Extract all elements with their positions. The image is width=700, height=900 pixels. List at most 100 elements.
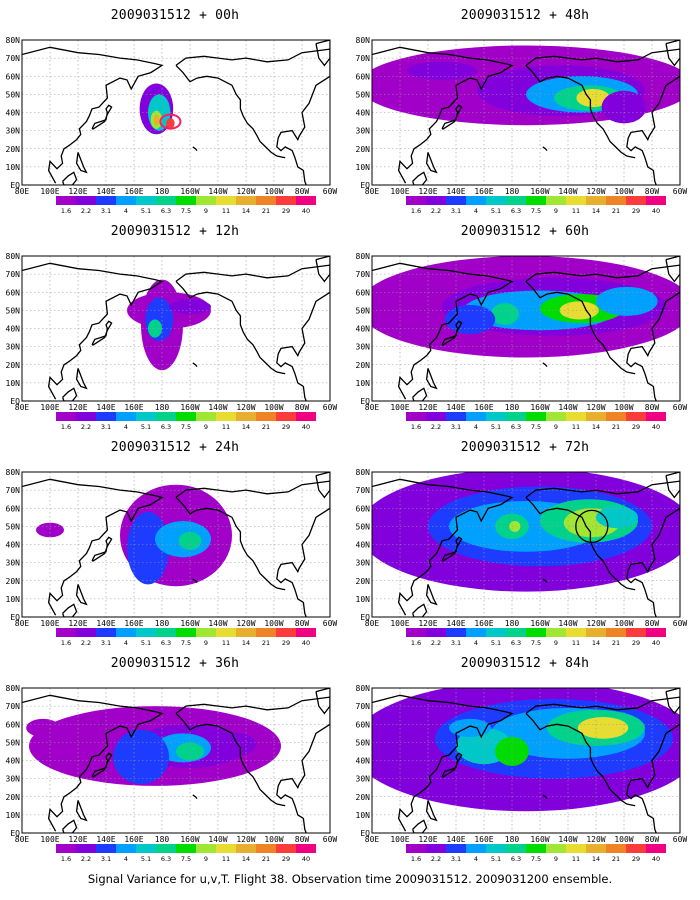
coastline [665, 40, 680, 67]
map-field [22, 40, 330, 185]
legend-label: 40 [652, 207, 660, 215]
legend-swatch [526, 844, 546, 853]
legend-label: 5.1 [491, 639, 501, 647]
lon-tick-label: 60W [323, 619, 338, 628]
lon-tick-label: 120W [236, 403, 255, 412]
legend-label: 4 [124, 855, 128, 863]
legend-swatch [446, 196, 466, 205]
panel-title: 2009031512 + 48h [460, 8, 590, 23]
legend-swatch [76, 628, 96, 637]
variance-map-p60: EQ 10N 20N 30N 40N 50N 60N 70N 80N 80E 100E 120E 140… [356, 252, 688, 431]
variance-contour [576, 88, 610, 108]
lat-tick-label: 50N [6, 306, 21, 315]
lon-tick-label: 100E [390, 403, 409, 412]
legend-label: 21 [612, 639, 620, 647]
legend-swatch [196, 412, 216, 421]
variance-contour [127, 511, 169, 585]
legend-label: 9 [554, 423, 558, 431]
coastline [525, 712, 636, 807]
lat-tick-label: 30N [6, 127, 21, 136]
lon-tick-label: 60W [673, 619, 688, 628]
lat-tick-label: 10N [356, 163, 371, 172]
legend-label: 1.6 [61, 423, 71, 431]
coastline [315, 472, 330, 499]
legend-swatch [76, 412, 96, 421]
lat-tick-label: 20N [356, 145, 371, 154]
legend-label: 1.6 [61, 207, 71, 215]
lon-tick-label: 140E [446, 619, 465, 628]
legend-label: 40 [302, 207, 310, 215]
lon-tick-label: 180 [155, 187, 170, 196]
lon-tick-label: 160W [530, 187, 549, 196]
map-panel-p60: EQ 10N 20N 30N 40N 50N 60N 70N 80N 80E 100E 120E 140… [350, 216, 700, 431]
legend-label: 5.1 [141, 639, 151, 647]
lat-tick-label: EQ [10, 181, 20, 190]
lat-tick-label: 40N [356, 109, 371, 118]
lon-tick-label: 120W [586, 835, 605, 844]
lon-tick-label: 120W [586, 619, 605, 628]
figure-caption: Signal Variance for u,v,T. Flight 38. Ob… [87, 872, 613, 886]
legend-swatch [426, 844, 446, 853]
legend-label: 9 [554, 207, 558, 215]
coastline [61, 387, 78, 401]
legend-swatch [156, 412, 176, 421]
variance-map-p84: EQ 10N 20N 30N 40N 50N 60N 70N 80N 80E 100E 120E 140… [356, 684, 688, 863]
lon-tick-label: 120E [68, 619, 87, 628]
lat-tick-label: 80N [6, 468, 21, 477]
legend-swatch [116, 412, 136, 421]
lon-tick-label: 160W [180, 619, 199, 628]
legend-label: 40 [652, 855, 660, 863]
legend-label: 2.2 [431, 855, 441, 863]
lon-tick-label: 140W [558, 403, 577, 412]
lat-tick-label: 80N [6, 684, 21, 693]
lon-tick-label: 100W [264, 403, 283, 412]
legend-swatch [586, 196, 606, 205]
lon-tick-label: 140E [446, 835, 465, 844]
legend-swatch [256, 412, 276, 421]
lon-tick-label: 140E [96, 619, 115, 628]
lat-tick-label: 40N [6, 325, 21, 334]
legend-label: 14 [592, 207, 600, 215]
lon-tick-label: 140W [558, 619, 577, 628]
legend-swatch [76, 844, 96, 853]
legend-label: 14 [592, 639, 600, 647]
lon-tick-label: 120E [418, 619, 437, 628]
coastline [22, 262, 164, 400]
legend-label: 6.3 [161, 207, 171, 215]
legend-label: 29 [632, 207, 640, 215]
lat-tick-label: 80N [6, 252, 21, 261]
variance-contour [601, 90, 647, 124]
lat-tick-label: 60N [6, 504, 21, 513]
lon-tick-label: 100W [614, 619, 633, 628]
legend-swatch [116, 628, 136, 637]
lat-tick-label: 30N [356, 775, 371, 784]
lon-tick-label: 160W [530, 835, 549, 844]
legend-label: 11 [572, 855, 580, 863]
legend-label: 6.3 [511, 423, 521, 431]
lon-tick-label: 100W [264, 187, 283, 196]
legend-swatch [116, 844, 136, 853]
legend-swatch [566, 196, 586, 205]
legend-swatch [526, 628, 546, 637]
panel-title: 2009031512 + 72h [460, 440, 590, 455]
lat-tick-label: EQ [360, 397, 370, 406]
legend-swatch [256, 844, 276, 853]
legend-label: 14 [242, 639, 250, 647]
lat-tick-label: EQ [10, 613, 20, 622]
legend-swatch [216, 628, 236, 637]
lon-tick-label: 100W [614, 403, 633, 412]
variance-map-p48: EQ 10N 20N 30N 40N 50N 60N 70N 80N 80E 100E 120E 140… [356, 36, 688, 215]
lon-tick-label: 80E [365, 403, 380, 412]
map-panel-p00: EQ 10N 20N 30N 40N 50N 60N 70N 80N 80E 100E 120E 140… [0, 0, 350, 215]
lon-tick-label: 100W [614, 187, 633, 196]
lon-tick-label: 140W [558, 187, 577, 196]
lon-tick-label: 100E [390, 187, 409, 196]
legend-swatch [256, 196, 276, 205]
lat-tick-label: 50N [356, 522, 371, 531]
lat-tick-label: 50N [6, 90, 21, 99]
legend-label: 2.2 [81, 855, 91, 863]
legend-swatch [176, 628, 196, 637]
lon-tick-label: 80E [15, 187, 30, 196]
lat-tick-label: EQ [360, 181, 370, 190]
legend-swatch [606, 844, 626, 853]
